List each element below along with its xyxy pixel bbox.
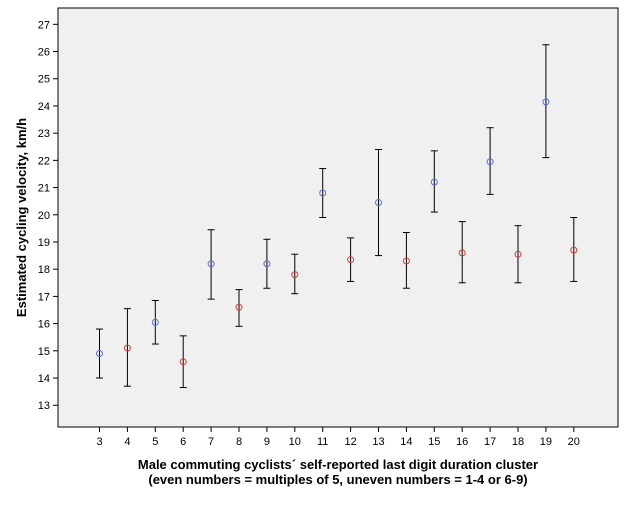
x-tick-label: 9 [264, 436, 270, 448]
y-axis-title: Estimated cycling velocity, km/h [14, 118, 29, 317]
x-tick-label: 12 [344, 436, 356, 448]
x-tick-label: 3 [96, 436, 102, 448]
y-tick-label: 23 [38, 128, 50, 140]
x-tick-label: 16 [456, 436, 468, 448]
x-tick-label: 4 [124, 436, 130, 448]
y-tick-label: 21 [38, 183, 50, 195]
x-axis-title-line1: Male commuting cyclists´ self-reported l… [138, 457, 538, 472]
y-tick-label: 16 [38, 319, 50, 331]
x-tick-label: 19 [540, 436, 552, 448]
mean-marker [319, 189, 327, 197]
y-tick-label: 25 [38, 74, 50, 86]
y-tick-label: 26 [38, 47, 50, 59]
mean-marker [430, 178, 438, 186]
mean-marker [96, 350, 103, 358]
y-tick-label: 14 [38, 373, 50, 385]
x-axis: 3 4 5 6 7 8 9 10 11 12 13 14 15 16 17 18 19 20 [96, 427, 580, 448]
mean-marker [402, 257, 410, 265]
y-tick-label: 18 [38, 264, 50, 276]
x-axis-title-line2: (even numbers = multiples of 5, uneven n… [148, 472, 527, 487]
mean-marker [570, 246, 578, 254]
mean-marker [514, 250, 522, 258]
x-tick-label: 18 [512, 436, 524, 448]
y-tick-label: 22 [38, 155, 50, 167]
mean-marker [458, 249, 466, 257]
x-tick-label: 20 [568, 436, 580, 448]
x-tick-label: 15 [428, 436, 440, 448]
data-marks [96, 44, 578, 389]
x-tick-label: 13 [372, 436, 384, 448]
y-tick-label: 19 [38, 237, 50, 249]
x-tick-label: 6 [180, 436, 186, 448]
mean-marker [291, 271, 299, 279]
x-tick-label: 5 [152, 436, 158, 448]
y-tick-label: 20 [38, 210, 50, 222]
mean-marker [235, 303, 243, 311]
mean-marker [542, 98, 550, 106]
y-tick-label: 13 [38, 400, 50, 412]
mean-marker [347, 256, 355, 264]
x-tick-label: 17 [484, 436, 496, 448]
mean-marker [375, 199, 382, 207]
x-tick-label: 11 [317, 436, 328, 448]
mean-marker [263, 260, 271, 268]
mean-marker [179, 358, 187, 366]
plot-area [57, 7, 619, 428]
mean-marker [486, 158, 494, 166]
mean-marker [207, 260, 215, 268]
x-tick-label: 7 [208, 436, 214, 448]
mean-marker [151, 318, 159, 326]
mean-marker [123, 344, 131, 352]
y-tick-label: 27 [38, 19, 50, 31]
y-tick-label: 15 [38, 346, 50, 358]
x-tick-label: 10 [289, 436, 301, 448]
y-axis: 13 14 15 16 17 18 19 20 21 22 23 24 25 26 27 [38, 19, 58, 412]
x-tick-label: 8 [236, 436, 242, 448]
y-tick-label: 24 [38, 101, 50, 113]
x-tick-label: 14 [400, 436, 412, 448]
y-tick-label: 17 [38, 291, 50, 303]
